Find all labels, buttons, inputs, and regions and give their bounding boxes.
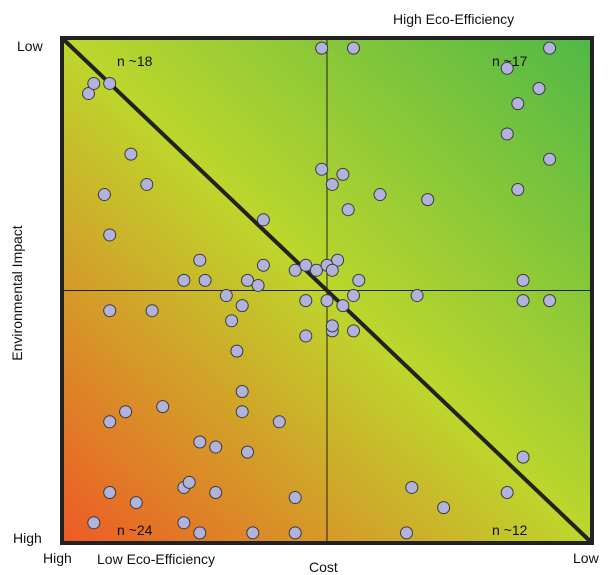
data-point <box>103 76 117 90</box>
diagonal-line <box>60 36 594 545</box>
data-point <box>511 97 525 111</box>
data-point <box>87 516 101 530</box>
data-point <box>341 203 355 217</box>
data-point <box>256 258 270 272</box>
data-point <box>119 405 133 419</box>
count-top-left: n ~18 <box>117 53 153 69</box>
data-point <box>500 61 514 75</box>
data-point <box>288 491 302 505</box>
data-point <box>511 183 525 196</box>
data-point <box>209 440 223 454</box>
data-point <box>347 324 360 338</box>
data-point <box>241 273 254 287</box>
data-point <box>352 273 366 287</box>
data-point <box>325 263 339 277</box>
data-point <box>225 314 239 328</box>
data-point <box>347 289 360 303</box>
data-point <box>331 253 345 267</box>
data-point <box>516 294 530 308</box>
data-point <box>299 329 313 343</box>
data-point <box>325 319 339 333</box>
data-point <box>373 188 387 202</box>
data-point <box>219 289 233 303</box>
data-point <box>315 41 329 55</box>
data-point <box>405 480 419 494</box>
data-point <box>177 516 191 530</box>
data-point <box>400 526 413 540</box>
data-point <box>516 273 530 287</box>
data-point <box>421 193 435 207</box>
data-point <box>315 162 329 176</box>
data-point <box>500 127 514 141</box>
data-point <box>347 41 360 55</box>
x-axis-title: Cost <box>309 559 338 575</box>
data-point <box>198 273 212 287</box>
count-top-right: n ~17 <box>492 53 528 69</box>
data-point <box>140 177 154 191</box>
data-point <box>193 526 207 540</box>
data-point <box>103 486 117 499</box>
data-point <box>532 82 546 95</box>
data-point <box>543 41 557 55</box>
data-point <box>230 344 244 358</box>
data-point <box>193 435 207 449</box>
data-point <box>336 299 350 313</box>
data-point <box>336 167 350 181</box>
data-point <box>97 188 111 202</box>
data-point <box>235 405 249 419</box>
data-point <box>299 294 313 308</box>
data-point <box>288 526 302 540</box>
data-points <box>82 41 557 540</box>
data-point <box>320 294 334 308</box>
data-point <box>309 263 323 277</box>
data-point <box>82 87 95 101</box>
y-axis-high-label: High <box>13 530 42 546</box>
data-point <box>543 152 557 166</box>
data-point <box>543 294 557 308</box>
count-bottom-right: n ~12 <box>492 522 528 538</box>
y-axis-low-label: Low <box>17 38 44 54</box>
data-point <box>235 385 249 398</box>
data-point <box>145 304 159 318</box>
data-point <box>516 450 530 464</box>
data-point <box>325 177 339 191</box>
data-point <box>246 526 260 540</box>
x-axis-high-label: High <box>43 550 72 566</box>
high-eco-efficiency-label: High Eco-Efficiency <box>393 11 514 27</box>
data-point <box>209 486 223 499</box>
data-point <box>437 501 451 515</box>
data-point <box>256 213 270 227</box>
y-axis-title: Environmental Impact <box>9 225 25 361</box>
data-point <box>251 278 265 292</box>
data-point <box>500 486 514 499</box>
low-eco-efficiency-label: Low Eco-Efficiency <box>97 551 215 567</box>
data-point <box>177 273 191 287</box>
data-point <box>103 228 117 242</box>
data-point <box>103 304 117 318</box>
data-point <box>410 289 424 303</box>
plot-border <box>60 36 594 545</box>
data-point <box>272 415 286 429</box>
count-bottom-left: n ~24 <box>117 522 153 538</box>
data-point <box>124 147 138 161</box>
data-point <box>182 475 196 489</box>
x-axis-low-label: Low <box>573 550 600 566</box>
data-point <box>241 445 254 459</box>
data-point <box>156 400 170 414</box>
data-point <box>193 253 207 267</box>
data-point <box>299 258 313 272</box>
data-point <box>129 496 143 510</box>
data-point <box>235 299 249 313</box>
data-point <box>103 415 117 429</box>
data-point <box>87 76 101 90</box>
data-point <box>288 263 302 277</box>
